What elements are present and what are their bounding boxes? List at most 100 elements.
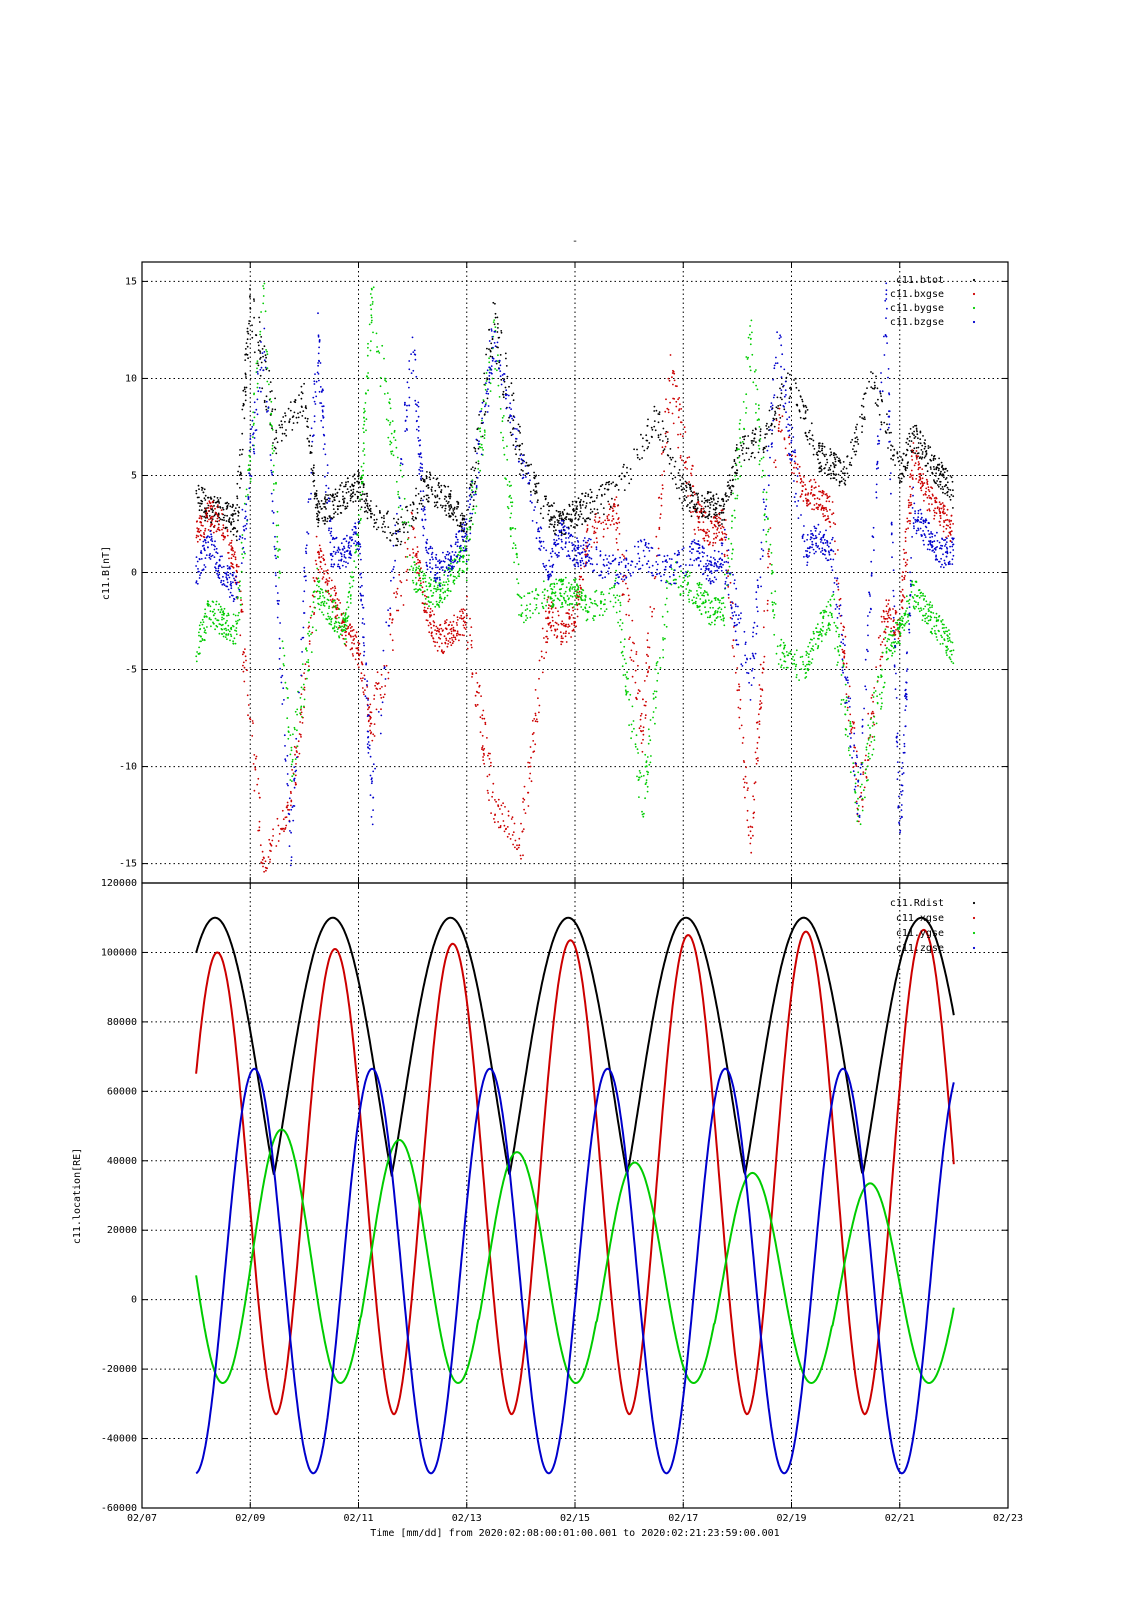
data-point <box>875 666 877 668</box>
data-point <box>203 532 205 534</box>
data-point <box>210 618 212 621</box>
data-point <box>836 456 838 458</box>
data-point <box>206 600 209 603</box>
data-point <box>466 567 469 570</box>
data-point <box>851 438 854 441</box>
data-point <box>439 623 442 626</box>
data-point <box>489 368 491 371</box>
data-point <box>222 610 225 612</box>
data-point <box>317 525 319 528</box>
data-point <box>211 519 213 522</box>
data-point <box>459 610 461 613</box>
data-point <box>275 845 278 847</box>
data-point <box>887 611 890 613</box>
data-point <box>576 608 579 611</box>
data-point <box>198 624 201 627</box>
data-point <box>620 478 623 481</box>
data-point <box>945 477 948 479</box>
data-point <box>450 627 453 630</box>
data-point <box>535 718 538 721</box>
data-point <box>221 528 223 531</box>
data-point <box>490 342 493 345</box>
data-point <box>397 493 399 496</box>
data-point <box>833 456 836 459</box>
data-point <box>589 508 592 511</box>
data-point <box>197 529 200 531</box>
data-point <box>289 734 292 736</box>
data-point <box>525 461 528 464</box>
data-point <box>642 733 645 736</box>
data-point <box>367 346 369 349</box>
data-point <box>912 442 915 444</box>
data-point <box>461 634 464 636</box>
data-point <box>346 617 348 620</box>
data-point <box>525 472 528 475</box>
data-point <box>842 662 845 665</box>
data-point <box>298 752 301 755</box>
data-point <box>195 492 198 495</box>
data-point <box>522 801 524 803</box>
data-point <box>915 454 918 457</box>
data-point <box>226 619 228 622</box>
data-point <box>526 608 529 610</box>
data-point <box>638 796 640 798</box>
data-point <box>502 820 505 822</box>
data-point <box>575 511 578 513</box>
data-point <box>810 422 813 425</box>
data-point <box>811 485 813 487</box>
data-point <box>518 614 520 616</box>
data-point <box>360 517 362 520</box>
data-point <box>493 323 496 326</box>
data-point <box>480 422 483 424</box>
data-point <box>271 452 274 455</box>
data-point <box>696 515 699 518</box>
data-point <box>918 479 921 482</box>
data-point <box>404 523 407 526</box>
data-point <box>422 581 425 583</box>
data-point <box>498 336 501 339</box>
data-point <box>686 505 688 508</box>
data-point <box>439 504 442 507</box>
data-point <box>885 599 888 602</box>
data-point <box>715 493 718 496</box>
data-point <box>575 601 578 604</box>
data-point <box>914 462 917 465</box>
data-point <box>436 649 439 652</box>
data-point <box>654 429 657 432</box>
data-point <box>362 677 364 679</box>
data-point <box>420 497 423 500</box>
data-point <box>524 812 527 814</box>
data-point <box>740 724 743 727</box>
data-point <box>213 524 216 527</box>
data-point <box>421 593 424 596</box>
data-point <box>322 595 324 597</box>
data-point <box>322 613 325 616</box>
data-point <box>938 507 941 510</box>
data-point <box>455 622 458 624</box>
data-point <box>266 867 268 870</box>
data-point <box>359 652 362 655</box>
data-point <box>381 344 384 347</box>
data-point <box>887 614 890 617</box>
data-point <box>359 500 361 502</box>
data-point <box>489 349 492 352</box>
data-point <box>326 584 329 586</box>
data-point <box>462 530 465 533</box>
data-point <box>740 444 743 447</box>
data-point <box>479 716 482 719</box>
data-point <box>593 527 596 529</box>
data-point <box>319 588 322 590</box>
data-point <box>406 531 409 533</box>
data-point <box>874 384 876 387</box>
data-point <box>352 639 355 641</box>
data-point <box>226 514 229 517</box>
data-point <box>494 814 496 816</box>
data-point <box>384 531 386 533</box>
data-point <box>339 633 342 636</box>
data-point <box>325 578 328 581</box>
data-point <box>199 529 202 532</box>
data-point <box>545 617 547 620</box>
data-point <box>894 609 897 612</box>
data-point <box>899 480 901 482</box>
data-point <box>352 629 355 631</box>
